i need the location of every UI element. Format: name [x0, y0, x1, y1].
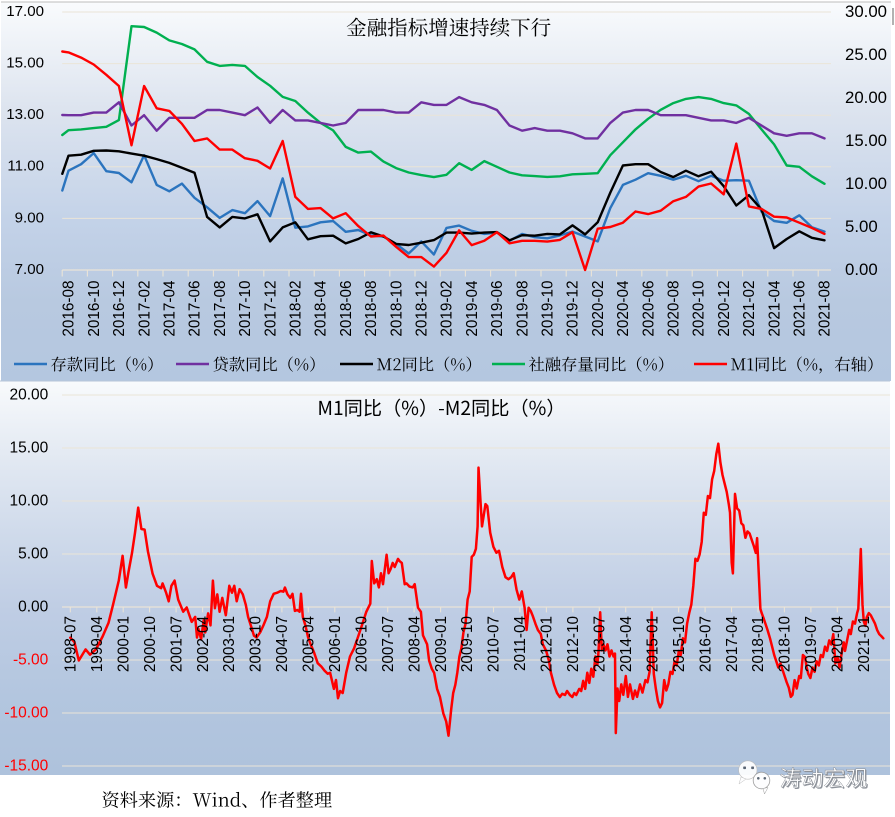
svg-text:2011-04: 2011-04 — [512, 616, 529, 671]
svg-text:2017-12: 2017-12 — [262, 281, 279, 337]
svg-text:2016-08: 2016-08 — [61, 281, 78, 337]
svg-text:2019-10: 2019-10 — [540, 281, 557, 337]
svg-text:0.00: 0.00 — [18, 599, 49, 616]
svg-text:2018-01: 2018-01 — [750, 616, 767, 672]
svg-text:10.00: 10.00 — [845, 174, 887, 193]
svg-text:2017-04: 2017-04 — [162, 280, 179, 337]
svg-text:2016-12: 2016-12 — [111, 281, 128, 337]
svg-text:17.00: 17.00 — [6, 3, 44, 20]
svg-text:2009-10: 2009-10 — [459, 616, 476, 672]
svg-text:2019-12: 2019-12 — [565, 281, 582, 337]
svg-text:2015-10: 2015-10 — [671, 616, 688, 672]
svg-text:2005-04: 2005-04 — [301, 616, 318, 673]
svg-text:2020-06: 2020-06 — [640, 281, 657, 337]
svg-text:2000-10: 2000-10 — [142, 616, 159, 672]
svg-text:2017-04: 2017-04 — [724, 616, 741, 673]
svg-text:1998-07: 1998-07 — [63, 616, 80, 672]
svg-text:2014-04: 2014-04 — [618, 616, 635, 673]
svg-text:-5.00: -5.00 — [13, 652, 49, 669]
svg-text:7.00: 7.00 — [15, 261, 44, 278]
svg-text:2018-02: 2018-02 — [288, 281, 305, 337]
svg-text:20.00: 20.00 — [10, 387, 49, 404]
svg-text:1999-04: 1999-04 — [89, 616, 106, 673]
svg-text:2000-01: 2000-01 — [115, 616, 132, 672]
svg-text:2020-04: 2020-04 — [830, 616, 847, 673]
svg-text:2017-10: 2017-10 — [237, 281, 254, 337]
svg-text:2019-08: 2019-08 — [514, 281, 531, 337]
svg-text:13.00: 13.00 — [6, 106, 44, 123]
svg-text:2019-06: 2019-06 — [489, 281, 506, 337]
svg-text:2018-10: 2018-10 — [777, 616, 794, 672]
svg-text:2019-07: 2019-07 — [803, 616, 820, 672]
svg-text:10.00: 10.00 — [10, 493, 49, 510]
svg-text:2006-01: 2006-01 — [327, 616, 344, 672]
svg-text:-10.00: -10.00 — [4, 705, 48, 722]
svg-text:5.00: 5.00 — [18, 546, 49, 563]
svg-text:2015-01: 2015-01 — [644, 616, 661, 672]
svg-text:2020-12: 2020-12 — [716, 281, 733, 337]
svg-text:2010-07: 2010-07 — [486, 616, 503, 672]
svg-text:2020-04: 2020-04 — [615, 280, 632, 337]
svg-text:2016-10: 2016-10 — [86, 281, 103, 337]
svg-text:2018-08: 2018-08 — [363, 281, 380, 337]
svg-text:2007-07: 2007-07 — [380, 616, 397, 672]
svg-text:2021-06: 2021-06 — [792, 281, 809, 337]
svg-text:2016-07: 2016-07 — [697, 616, 714, 672]
svg-text:15.00: 15.00 — [10, 440, 49, 457]
svg-text:11.00: 11.00 — [7, 158, 44, 175]
svg-text:5.00: 5.00 — [845, 217, 878, 236]
svg-text:2008-04: 2008-04 — [406, 616, 423, 673]
svg-text:20.00: 20.00 — [845, 88, 887, 107]
svg-text:2018-04: 2018-04 — [313, 280, 330, 337]
svg-text:2003-01: 2003-01 — [221, 616, 238, 672]
svg-text:2017-02: 2017-02 — [136, 281, 153, 337]
svg-text:2012-01: 2012-01 — [539, 616, 556, 672]
svg-text:0.00: 0.00 — [845, 260, 878, 279]
svg-text:9.00: 9.00 — [15, 209, 44, 226]
svg-text:2013-07: 2013-07 — [592, 616, 609, 672]
svg-text:15.00: 15.00 — [6, 55, 44, 72]
svg-text:25.00: 25.00 — [845, 45, 887, 64]
svg-text:2001-07: 2001-07 — [168, 616, 185, 672]
svg-text:2006-10: 2006-10 — [353, 616, 370, 672]
svg-text:2020-02: 2020-02 — [590, 281, 607, 337]
svg-text:2004-07: 2004-07 — [274, 616, 291, 672]
svg-text:2021-08: 2021-08 — [817, 281, 834, 337]
svg-text:2018-06: 2018-06 — [338, 281, 355, 337]
svg-text:2017-06: 2017-06 — [187, 281, 204, 337]
svg-text:2021-04: 2021-04 — [766, 280, 783, 337]
svg-text:2019-04: 2019-04 — [464, 280, 481, 337]
svg-text:2019-02: 2019-02 — [439, 281, 456, 337]
svg-text:2020-08: 2020-08 — [666, 281, 683, 337]
svg-text:15.00: 15.00 — [845, 131, 887, 150]
svg-text:2018-12: 2018-12 — [414, 281, 431, 337]
svg-text:2012-10: 2012-10 — [565, 616, 582, 672]
svg-text:2020-10: 2020-10 — [691, 281, 708, 337]
svg-text:2018-10: 2018-10 — [388, 281, 405, 337]
svg-text:2017-08: 2017-08 — [212, 281, 229, 337]
svg-text:2021-01: 2021-01 — [856, 616, 873, 672]
svg-text:2003-10: 2003-10 — [248, 616, 265, 672]
svg-text:-15.00: -15.00 — [4, 758, 48, 775]
svg-text:30.00: 30.00 — [845, 2, 887, 21]
svg-text:2009-01: 2009-01 — [433, 616, 450, 672]
svg-text:2021-02: 2021-02 — [741, 281, 758, 337]
svg-text:2002-04: 2002-04 — [195, 616, 212, 673]
